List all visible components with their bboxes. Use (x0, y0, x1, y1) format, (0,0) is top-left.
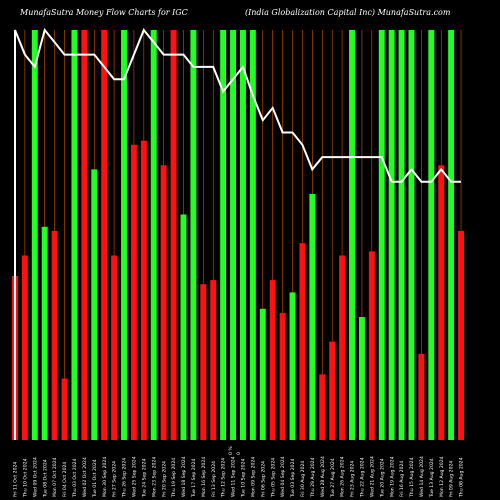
bar-1 (21, 255, 28, 440)
x-tick-label-7: Wed 02 Oct 2024 (82, 457, 88, 497)
x-tick-label-34: Fri 23 Aug 2024 (350, 461, 356, 497)
x-tick-label-1: Thu 10 Oct 2024 (22, 458, 28, 498)
bar-10 (111, 255, 118, 440)
bar-29 (299, 243, 306, 440)
bar-13 (140, 140, 147, 440)
x-tick-label-42: Tue 13 Aug 2024 (429, 458, 435, 498)
bar-31 (319, 374, 326, 440)
x-tick-label-40: Thu 15 Aug 2024 (409, 457, 415, 498)
x-tick-label-38: Mon 19 Aug 2024 (389, 456, 395, 497)
bar-30 (309, 194, 316, 440)
bar-25 (259, 308, 266, 440)
x-tick-label-39: Fri 16 Aug 2024 (399, 461, 405, 497)
x-tick-label-35: Thu 22 Aug 2024 (360, 457, 366, 498)
bar-32 (329, 341, 336, 440)
x-tick-label-12: Wed 25 Sep 2024 (132, 456, 138, 497)
bar-45 (458, 230, 465, 440)
bar-8 (91, 169, 98, 440)
bar-22 (230, 30, 237, 440)
bar-4 (51, 230, 58, 440)
bar-39 (398, 30, 405, 440)
bar-14 (150, 30, 157, 440)
bar-34 (349, 30, 355, 440)
bar-24 (249, 30, 256, 440)
bar-11 (121, 30, 127, 440)
bar-26 (269, 280, 276, 440)
x-tick-label-37: Tue 20 Aug 2024 (379, 458, 385, 498)
x-tick-label-43: Mon 12 Aug 2024 (439, 456, 445, 497)
bar-9 (101, 30, 108, 440)
bar-40 (408, 30, 415, 440)
x-tick-label-5: Fri 04 Oct 2024 (62, 462, 68, 497)
bar-44 (448, 30, 455, 440)
bar-37 (378, 30, 385, 440)
x-tick-label-21: Thu 12 Sep 2024 (221, 458, 227, 498)
bar-17 (180, 214, 187, 440)
x-tick-label-19: Mon 16 Sep 2024 (201, 457, 207, 497)
money-flow-line (14, 27, 461, 440)
x-tick-label-24: Mon 09 Sep 2024 (250, 457, 256, 497)
x-tick-label-25: Fri 06 Sep 2024 (260, 461, 266, 497)
bar-33 (339, 255, 346, 440)
x-tick-label-27: Wed 04 Sep 2024 (280, 456, 286, 497)
x-tick-label-4: Mon 07 Oct 2024 (52, 457, 58, 497)
x-tick-label-32: Tue 27 Aug 2024 (330, 458, 336, 498)
x-tick-label-45: Thu 08 Aug 2024 (459, 457, 465, 498)
x-tick-label-23: Tue 10 Sep 2024 (241, 459, 247, 498)
bar-15 (160, 165, 167, 441)
x-tick-label-16: Thu 19 Sep 2024 (171, 458, 177, 498)
bar-16 (170, 30, 177, 440)
bar-3 (41, 226, 48, 440)
x-tick-label-29: Fri 30 Aug 2024 (300, 461, 306, 497)
x-tick-label-28: Tue 03 Sep 2024 (290, 459, 296, 498)
x-tick-label-6: Thu 03 Oct 2024 (72, 458, 78, 498)
bar-series (11, 30, 465, 441)
x-tick-label-8: Tue 01 Oct 2024 (92, 459, 98, 498)
x-tick-label-44: Fri 09 Aug 2024 (449, 461, 455, 497)
x-tick-label-17: Wed 18 Sep 2024 (181, 456, 187, 497)
bar-42 (428, 30, 435, 440)
bar-38 (388, 30, 395, 440)
bar-41 (418, 353, 425, 440)
x-tick-label-26: Thu 05 Sep 2024 (270, 458, 276, 498)
x-tick-label-3: Tue 08 Oct 2024 (42, 459, 48, 498)
x-tick-label-33: Mon 26 Aug 2024 (340, 456, 346, 497)
x-tick-label-41: Wed 14 Aug 2024 (419, 456, 425, 497)
bar-21 (220, 30, 227, 440)
bar-28 (289, 292, 296, 440)
bar-23 (239, 30, 246, 440)
bar-19 (200, 284, 207, 440)
x-tick-label-2: Wed 09 Oct 2024 (32, 457, 38, 497)
bar-2 (31, 30, 38, 440)
bar-7 (81, 30, 88, 440)
x-tick-label-13: Tue 24 Sep 2024 (141, 459, 147, 498)
x-tick-label-18: Tue 17 Sep 2024 (191, 459, 197, 498)
bar-27 (279, 312, 286, 440)
bar-5 (61, 378, 68, 440)
x-tick-label-22: Wed 11 Sep 2024 (231, 456, 237, 497)
x-tick-labels: Fri 11 Oct 2024 Thu 10 Oct 2024 Wed 09 Oct… (13, 456, 465, 498)
x-tick-label-31: Wed 28 Aug 2024 (320, 456, 326, 497)
center-label-percent: 0 % (228, 446, 234, 455)
x-tick-label-30: Thu 29 Aug 2024 (310, 457, 316, 498)
x-tick-label-14: Mon 23 Sep 2024 (151, 457, 157, 497)
x-tick-label-9: Mon 30 Sep 2024 (102, 457, 108, 497)
chart-title-left: MunafaSutra Money Flow Charts for IGC (19, 8, 188, 17)
bar-43 (438, 165, 445, 441)
x-tick-label-10: Fri 27 Sep 2024 (112, 461, 118, 497)
x-tick-label-15: Fri 20 Sep 2024 (161, 461, 167, 497)
bar-35 (358, 317, 365, 440)
bar-12 (130, 144, 137, 441)
chart-title-right: (India Globalization Capital Inc) Munafa… (245, 8, 451, 17)
bar-18 (190, 30, 197, 440)
x-tick-label-36: Wed 21 Aug 2024 (369, 456, 375, 497)
x-tick-label-0: Fri 11 Oct 2024 (13, 462, 19, 497)
bar-20 (210, 280, 217, 440)
bar-6 (71, 30, 78, 440)
center-label-zero: 0 (236, 452, 242, 455)
x-tick-label-20: Fri 13 Sep 2024 (211, 461, 217, 497)
bar-36 (368, 251, 375, 440)
x-tick-label-11: Thu 26 Sep 2024 (122, 458, 128, 498)
